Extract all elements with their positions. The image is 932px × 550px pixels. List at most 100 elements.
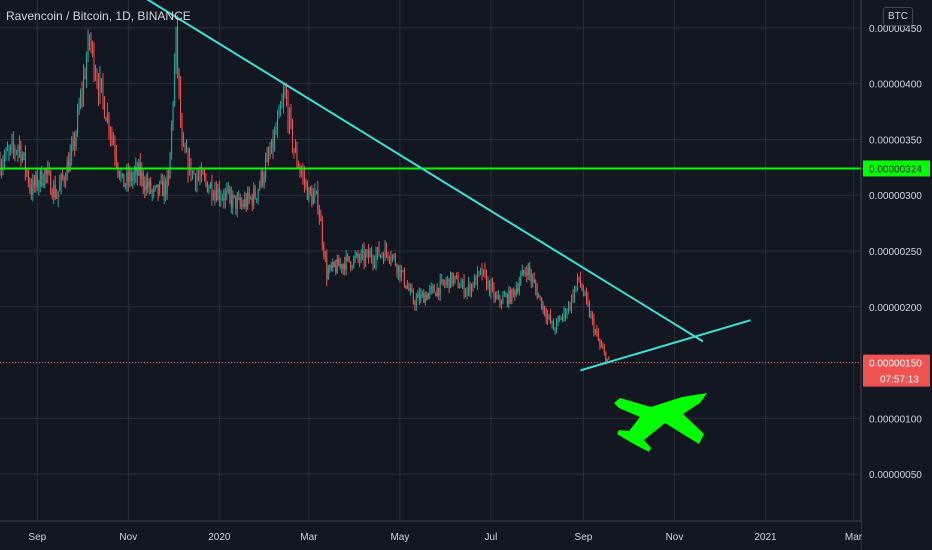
candle-body <box>286 90 288 101</box>
candle-body <box>315 190 317 193</box>
candle-body <box>335 266 337 273</box>
candle-body <box>263 177 265 184</box>
price-axis-tick: 0.00000100 <box>869 414 922 425</box>
candle-body <box>363 250 365 262</box>
candle-body <box>521 270 523 276</box>
candle-body <box>441 279 443 281</box>
price-axis-tick: 0.00000050 <box>869 470 922 481</box>
candle-body <box>75 132 77 147</box>
candle-body <box>20 143 22 161</box>
currency-button[interactable]: BTC <box>883 7 913 26</box>
candle-body <box>177 27 179 70</box>
candle-body <box>89 36 91 41</box>
candle-body <box>277 118 279 132</box>
candle-body <box>420 294 422 301</box>
candle-body <box>603 348 605 353</box>
candle-body <box>97 83 99 96</box>
candle-body <box>35 174 37 186</box>
candle-body <box>74 140 76 147</box>
time-axis-background <box>0 521 861 550</box>
candle-body <box>21 155 23 161</box>
candle-body <box>180 86 182 123</box>
candle-body <box>57 191 59 198</box>
candle-body <box>488 280 490 294</box>
candle-body <box>114 144 116 156</box>
candle-body <box>478 271 480 273</box>
candle-body <box>444 283 446 285</box>
candle-body <box>227 188 229 191</box>
candle-body <box>245 199 247 207</box>
candle-body <box>466 289 468 293</box>
candle-body <box>330 265 332 268</box>
candle-body <box>381 254 383 256</box>
candle-body <box>417 294 419 298</box>
candle-body <box>268 154 270 156</box>
candle-body <box>102 82 104 98</box>
candle-body <box>151 191 153 193</box>
time-axis-tick: May <box>390 532 409 543</box>
candle-body <box>563 309 565 316</box>
price-tags: 0.00000324 0.00000150 07:57:13 <box>863 160 930 387</box>
candle-body <box>312 195 314 205</box>
candle-body <box>284 90 286 96</box>
price-axis-tick: 0.00000200 <box>869 303 922 314</box>
candle-body <box>357 253 359 259</box>
candle-body <box>309 188 311 193</box>
candle-body <box>214 191 216 198</box>
candle-body <box>506 294 508 305</box>
candle-body <box>438 287 440 296</box>
countdown-label: 07:57:13 <box>880 375 919 386</box>
candle-body <box>178 69 180 87</box>
candle-body <box>296 148 298 164</box>
candle-body <box>159 182 161 194</box>
level-tag-background <box>863 160 930 177</box>
candle-body <box>81 94 83 96</box>
time-axis-tick: Mar <box>845 532 863 543</box>
candle-body <box>479 269 481 272</box>
candle-body <box>38 183 40 188</box>
candle-body <box>211 183 213 198</box>
candle-body <box>62 174 64 178</box>
candle-body <box>399 265 401 277</box>
last-price-tag-label: 0.00000150 <box>869 359 922 370</box>
candle-body <box>385 247 387 253</box>
candle-body <box>329 265 331 271</box>
candle-body <box>235 195 237 210</box>
candle-body <box>218 188 220 199</box>
candle-body <box>505 294 507 297</box>
candle-body <box>384 247 386 261</box>
candle-body <box>499 295 501 302</box>
candle-body <box>15 151 17 153</box>
candle-body <box>530 274 532 282</box>
time-axis-labels: Sep Nov 2020 Mar May Jul Sep Nov 2021 Mar <box>28 532 862 543</box>
candle-body <box>169 152 171 179</box>
candle-body <box>236 198 238 210</box>
candle-body <box>147 181 149 188</box>
candle-body <box>362 250 364 253</box>
candle-body <box>318 209 320 218</box>
candle-body <box>600 344 602 347</box>
candle-body <box>350 261 352 268</box>
candle-body <box>278 108 280 119</box>
candle-body <box>163 181 165 197</box>
candle-body <box>17 147 19 152</box>
candle-body <box>200 169 202 177</box>
candle-body <box>272 139 274 149</box>
candle-body <box>509 289 511 303</box>
candle-body <box>409 288 411 291</box>
candle-body <box>450 272 452 289</box>
candle-body <box>96 77 98 84</box>
candle-body <box>108 114 110 132</box>
time-axis-tick: Mar <box>300 532 318 543</box>
candle-body <box>533 278 535 283</box>
candle-body <box>565 309 567 317</box>
candle-body <box>568 304 570 313</box>
candle-body <box>215 191 217 201</box>
candle-body <box>536 288 538 298</box>
candle-body <box>547 315 549 319</box>
candle-body <box>345 255 347 270</box>
candle-body <box>250 197 252 199</box>
candle-body <box>254 188 256 199</box>
